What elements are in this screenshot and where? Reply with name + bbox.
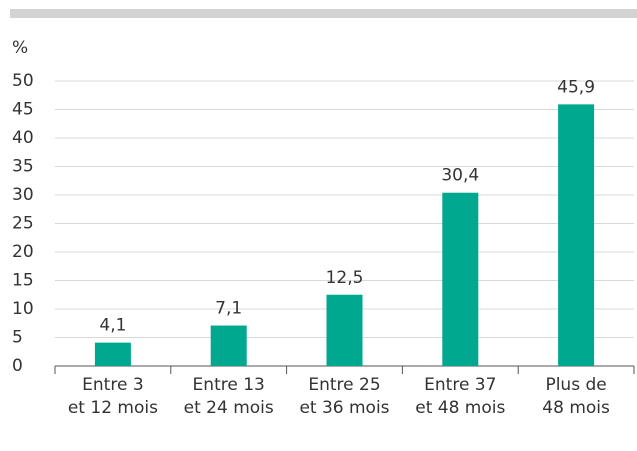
y-tick-label: 10 [12,299,34,319]
y-tick-label: 15 [12,271,34,291]
y-tick-label: 50 [12,71,34,91]
bar [210,325,247,366]
bar [442,192,479,366]
y-tick-label: 45 [12,100,34,120]
x-tick-label: Entre 25 et 36 mois [299,375,389,418]
y-axis-label: % [12,38,28,58]
bar [326,294,363,366]
x-tick-label: Entre 3 et 12 mois [68,375,158,418]
bar [558,104,595,367]
y-tick-label: 25 [12,214,34,234]
value-label: 30,4 [441,166,479,186]
value-label: 4,1 [99,316,126,336]
x-tick-label: Plus de 48 mois [542,375,610,418]
header-band [10,9,637,18]
value-label: 12,5 [326,268,364,288]
y-tick-label: 40 [12,128,34,148]
value-label: 7,1 [215,299,242,319]
x-tick-label: Entre 37 et 48 mois [415,375,505,418]
bar [94,342,131,366]
y-tick-label: 20 [12,242,34,262]
value-label: 45,9 [557,77,595,97]
y-tick-label: 30 [12,185,34,205]
x-tick-label: Entre 13 et 24 mois [184,375,274,418]
y-tick-label: 35 [12,157,34,177]
y-tick-label: 0 [12,356,23,376]
y-tick-label: 5 [12,328,23,348]
